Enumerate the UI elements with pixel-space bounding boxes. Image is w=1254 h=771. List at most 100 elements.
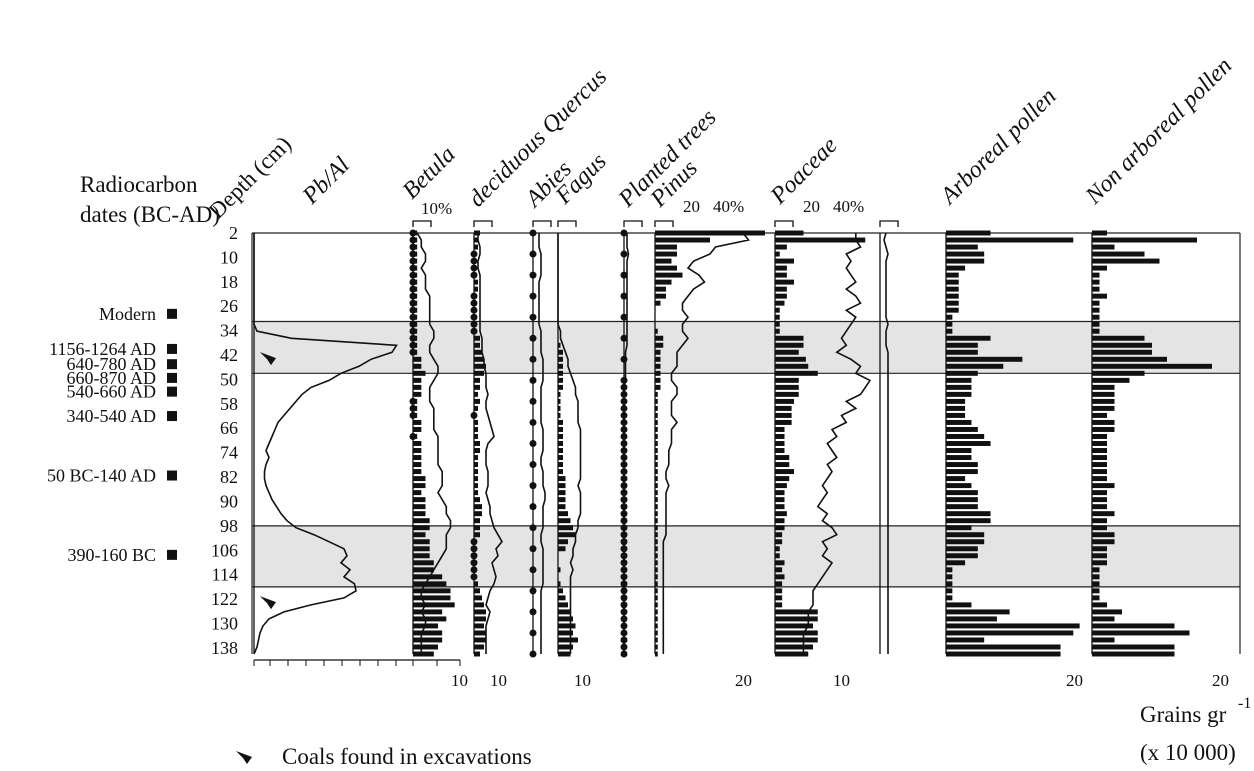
pollen-bar bbox=[558, 497, 566, 503]
pollen-bar bbox=[558, 398, 561, 404]
pollen-bar bbox=[1092, 581, 1100, 587]
presence-dot bbox=[409, 306, 417, 314]
pollen-bar bbox=[946, 244, 978, 250]
pollen-bar bbox=[946, 490, 978, 496]
pollen-bar bbox=[655, 560, 658, 566]
pollen-bar bbox=[558, 455, 563, 461]
pollen-bar bbox=[655, 441, 658, 446]
pollen-bar bbox=[655, 258, 672, 264]
pollen-bar bbox=[775, 441, 785, 446]
presence-dot bbox=[529, 292, 537, 300]
pollen-bar bbox=[413, 588, 451, 594]
pollen-bar bbox=[558, 581, 561, 587]
pollen-bar bbox=[474, 363, 486, 369]
pollen-bar bbox=[655, 391, 658, 397]
scale-label-bottom: 20 bbox=[735, 671, 752, 690]
pollen-bar bbox=[655, 448, 658, 454]
pollen-bar bbox=[1092, 539, 1115, 545]
coal-marker bbox=[260, 352, 276, 366]
presence-dot bbox=[620, 517, 628, 525]
pollen-bar bbox=[775, 637, 818, 643]
pollen-bar bbox=[413, 363, 422, 369]
panel-pb-al bbox=[253, 233, 398, 655]
scale-label-top: 20 bbox=[683, 197, 700, 216]
pollen-bar bbox=[655, 293, 666, 299]
depth-axis: 2 10 18 26 34 42 50 58 66 74 82 90 98 106 114 122 130 138 bbox=[211, 223, 238, 658]
presence-dot bbox=[620, 650, 628, 658]
pollen-bar bbox=[413, 377, 422, 383]
pollen-bar bbox=[474, 504, 482, 510]
pollen-bar bbox=[1092, 251, 1145, 257]
pollen-bar bbox=[655, 419, 658, 425]
pollen-bar bbox=[775, 384, 799, 390]
pollen-bar bbox=[413, 553, 430, 559]
radiocarbon-date-marker bbox=[167, 343, 177, 354]
units-label-line1: Grains gr bbox=[1140, 702, 1227, 727]
pollen-bar bbox=[413, 469, 422, 475]
pollen-bar bbox=[558, 588, 563, 594]
pollen-bar bbox=[413, 581, 447, 587]
pollen-bar bbox=[474, 426, 478, 432]
panel-fagus: 10 bbox=[557, 220, 591, 690]
depth-tick-label: 122 bbox=[211, 589, 238, 609]
pollen-bar bbox=[1092, 483, 1115, 489]
presence-dot bbox=[620, 594, 628, 602]
presence-dot bbox=[529, 650, 537, 658]
pollen-bar bbox=[474, 405, 478, 411]
pollen-bar bbox=[1092, 363, 1212, 369]
pollen-bar bbox=[1092, 616, 1115, 622]
pollen-bar bbox=[1092, 462, 1107, 468]
presence-dot bbox=[620, 573, 628, 581]
rotated-title: Depth (cm) bbox=[204, 131, 296, 223]
presence-dot bbox=[620, 390, 628, 398]
pollen-bar bbox=[558, 433, 563, 439]
pollen-bar bbox=[775, 588, 783, 594]
pollen-bar bbox=[946, 251, 985, 257]
panel-betula: 10% 10 bbox=[409, 199, 468, 690]
pollen-bar bbox=[775, 265, 787, 271]
pollen-bar bbox=[1092, 321, 1100, 327]
pollen-bar bbox=[1092, 441, 1107, 446]
pollen-bar bbox=[775, 335, 804, 341]
scale-label-bottom: 20 bbox=[1066, 671, 1083, 690]
presence-dot bbox=[620, 629, 628, 637]
pollen-bar bbox=[946, 532, 985, 538]
pollen-bar bbox=[413, 567, 434, 573]
depth-tick-label: 10 bbox=[220, 247, 238, 267]
pollen-bar bbox=[413, 448, 422, 454]
pollen-bar bbox=[946, 335, 991, 341]
radiocarbon-date-label: 50 BC-140 AD bbox=[47, 466, 156, 486]
pollen-bar bbox=[413, 391, 422, 397]
scale-label-bottom: 20 bbox=[1212, 671, 1229, 690]
presence-dot bbox=[529, 629, 537, 637]
pollen-curve bbox=[662, 232, 750, 654]
pollen-bar bbox=[558, 419, 563, 425]
pollen-bar bbox=[946, 518, 991, 524]
pollen-bar bbox=[474, 349, 482, 355]
pollen-bar bbox=[775, 518, 785, 524]
pollen-bar bbox=[413, 476, 426, 482]
pollen-bar bbox=[946, 623, 1080, 629]
presence-dot bbox=[529, 566, 537, 574]
pollen-bar bbox=[558, 525, 573, 531]
pollen-bar bbox=[655, 377, 661, 383]
pollen-curve bbox=[253, 233, 398, 655]
pollen-bar bbox=[775, 574, 785, 580]
pollen-bar bbox=[413, 595, 451, 601]
pollen-bar bbox=[655, 581, 658, 587]
pollen-bar bbox=[775, 623, 813, 629]
pollen-bar bbox=[946, 286, 959, 292]
pollen-bar bbox=[946, 370, 978, 376]
pollen-bar bbox=[413, 370, 426, 376]
pollen-bar bbox=[413, 539, 430, 545]
presence-dot bbox=[529, 608, 537, 616]
pollen-bar bbox=[413, 609, 443, 615]
presence-dot bbox=[620, 608, 628, 616]
presence-dot bbox=[470, 411, 478, 419]
pollen-bar bbox=[946, 462, 978, 468]
presence-dot bbox=[620, 454, 628, 462]
scale-label-bottom: 10 bbox=[833, 671, 850, 690]
pollen-bar bbox=[775, 279, 794, 285]
pollen-bar bbox=[946, 307, 959, 313]
